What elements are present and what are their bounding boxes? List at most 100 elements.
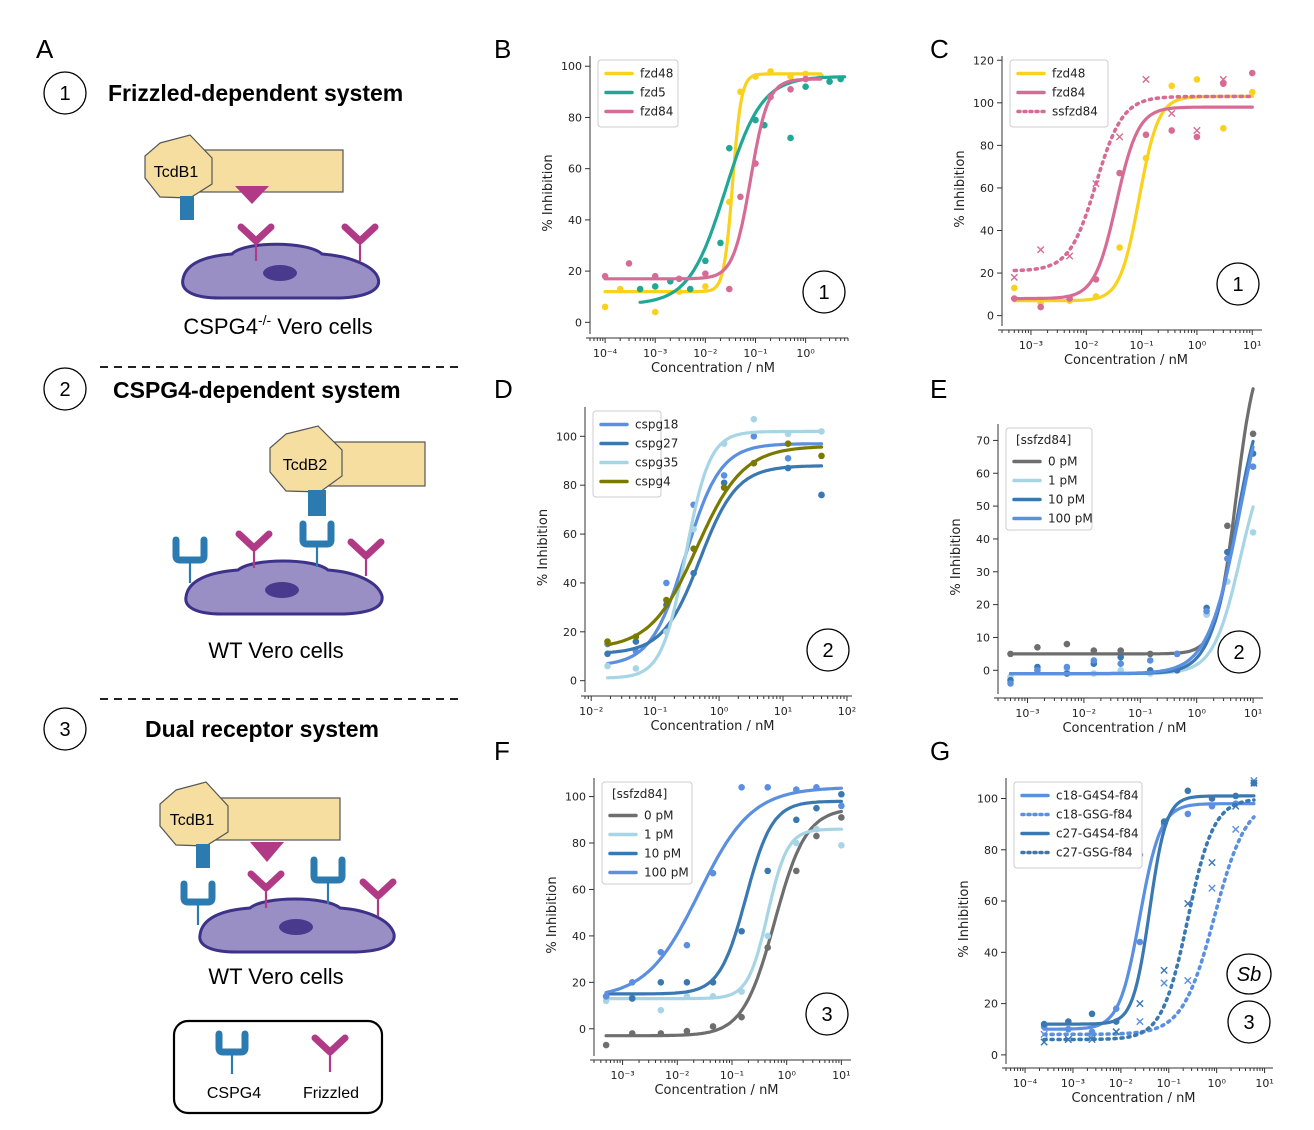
- data-point: [784, 440, 792, 447]
- data-point: [1063, 663, 1071, 671]
- toxin-2: TcdB2: [269, 425, 426, 516]
- x-tick-label: 10⁻²: [1074, 339, 1098, 352]
- legend-entry: c18-G4S4-f84: [1056, 789, 1139, 803]
- data-point: [628, 979, 636, 986]
- x-tick-label: 10⁰: [1188, 339, 1207, 352]
- data-point: [632, 633, 640, 640]
- data-point: [793, 816, 800, 824]
- legend-entry: fzd84: [640, 105, 673, 119]
- x-tick-label: 10⁻³: [1019, 339, 1043, 352]
- data-point: [813, 783, 820, 791]
- data-point: [784, 455, 792, 462]
- system-badge: [802, 270, 846, 314]
- y-tick-label: 100: [977, 793, 998, 806]
- data-point: [1249, 463, 1257, 470]
- data-point: [1142, 75, 1150, 84]
- data-point: [784, 430, 792, 438]
- data-point: [752, 116, 759, 124]
- y-tick-label: 0: [983, 664, 990, 677]
- x-tick-label: 10⁰: [1187, 707, 1206, 720]
- data-point: [1193, 133, 1201, 141]
- fit-curve-cspg4: [605, 445, 824, 647]
- data-point: [793, 867, 800, 875]
- data-point: [628, 1030, 636, 1037]
- toxin-1-label: TcdB1: [154, 164, 199, 181]
- cspg4-legend-icon: [215, 1030, 249, 1074]
- data-point: [1184, 899, 1192, 908]
- legend-entry: 10 pM: [644, 847, 681, 861]
- data-point: [690, 545, 697, 553]
- y-tick-label: 60: [984, 895, 998, 908]
- legend-entry: 0 pM: [1048, 455, 1077, 469]
- panel-letter-d: D: [494, 374, 513, 404]
- data-point: [738, 927, 745, 935]
- data-point: [767, 68, 774, 75]
- y-tick-label: 20: [980, 267, 994, 280]
- toxin-3-label: TcdB1: [170, 812, 215, 829]
- data-point: [787, 134, 794, 142]
- data-point: [657, 1006, 665, 1014]
- data-point: [787, 85, 794, 93]
- system-1-number: 1: [59, 83, 70, 105]
- data-point: [1112, 1005, 1120, 1013]
- x-tick-label: 10⁻³: [1015, 707, 1039, 720]
- y-axis-label: % Inhibition: [957, 880, 972, 957]
- frizzled-receptor-2b: [351, 542, 381, 576]
- y-tick-label: 0: [575, 316, 582, 329]
- data-point: [604, 662, 611, 670]
- data-point: [1112, 1018, 1120, 1025]
- data-point: [636, 285, 644, 293]
- system-badge: [1217, 630, 1261, 674]
- system-2: 2 CSPG4-dependent system TcdB2 WT Vero c…: [43, 367, 426, 663]
- data-point: [750, 433, 758, 440]
- system-badge: [1227, 1000, 1271, 1044]
- data-point: [725, 285, 733, 293]
- x-tick-label: 10⁰: [796, 347, 815, 360]
- data-point: [602, 1041, 610, 1049]
- data-point: [1092, 276, 1100, 283]
- data-point: [601, 303, 609, 311]
- data-point: [787, 73, 794, 80]
- chart-c: C 0 20 40 60 80 100 120 10⁻³ 10⁻² 10⁻¹ 10⁰ 10¹ Concen…: [930, 34, 1262, 368]
- legend-entry: c18-GSG-f84: [1056, 808, 1133, 822]
- receptor-legend-box: [172, 1019, 384, 1115]
- x-axis-label: Concentration / nM: [651, 361, 775, 376]
- data-point: [1007, 650, 1014, 658]
- legend-entry: fzd48: [640, 67, 673, 81]
- panel-letter-f: F: [494, 736, 510, 766]
- system-badge-number: 3: [821, 1004, 832, 1026]
- x-tick-label: 10⁻²: [693, 347, 717, 360]
- data-point: [802, 70, 809, 78]
- y-tick-label: 80: [572, 837, 586, 850]
- toxin-2-label: TcdB2: [283, 457, 328, 474]
- data-point: [1248, 69, 1256, 77]
- data-point: [675, 275, 683, 283]
- chart-f: F 0 20 40 60 80 100 10⁻³ 10⁻² 10⁻¹ 10⁰ 10¹ Concentra…: [494, 736, 851, 1098]
- x-tick-label: 10⁰: [710, 705, 729, 718]
- system-3-number: 3: [59, 719, 70, 741]
- x-tick-label: 10⁻¹: [643, 705, 667, 718]
- data-point: [1065, 252, 1074, 260]
- data-point: [1117, 647, 1125, 654]
- y-tick-label: 60: [980, 182, 994, 195]
- fit-curve-100-pm: [1008, 445, 1255, 676]
- panel-letter-a: A: [36, 34, 54, 64]
- system-badge-number: 2: [1233, 642, 1244, 664]
- data-point: [784, 464, 792, 472]
- chart-d: D 0 20 40 60 80 100 10⁻² 10⁻¹ 10⁰ 10¹ 10² Concentrat…: [494, 374, 856, 734]
- frizzled-receptor-3b: [363, 882, 393, 916]
- fit-curve-c27-g4s4-f84: [1042, 794, 1256, 1026]
- chart-g: G 0 20 40 60 80 100 10⁻⁴ 10⁻³ 10⁻² 10⁻¹ 10⁰ 10¹ Conce…: [930, 736, 1274, 1106]
- x-tick-label: 10²: [838, 705, 856, 718]
- data-point: [764, 783, 772, 791]
- x-tick-label: 10⁰: [777, 1069, 796, 1082]
- data-point: [1224, 522, 1231, 530]
- data-point: [683, 1027, 691, 1035]
- fit-curve-fzd84: [1012, 105, 1254, 301]
- data-point: [1168, 127, 1175, 134]
- fit-curve-c18-g4s4-f84: [1042, 802, 1256, 1031]
- data-point: [764, 867, 772, 875]
- data-point: [813, 832, 820, 840]
- x-tick-label: 10⁻²: [665, 1069, 689, 1082]
- fit-curve-100-pm: [604, 786, 843, 995]
